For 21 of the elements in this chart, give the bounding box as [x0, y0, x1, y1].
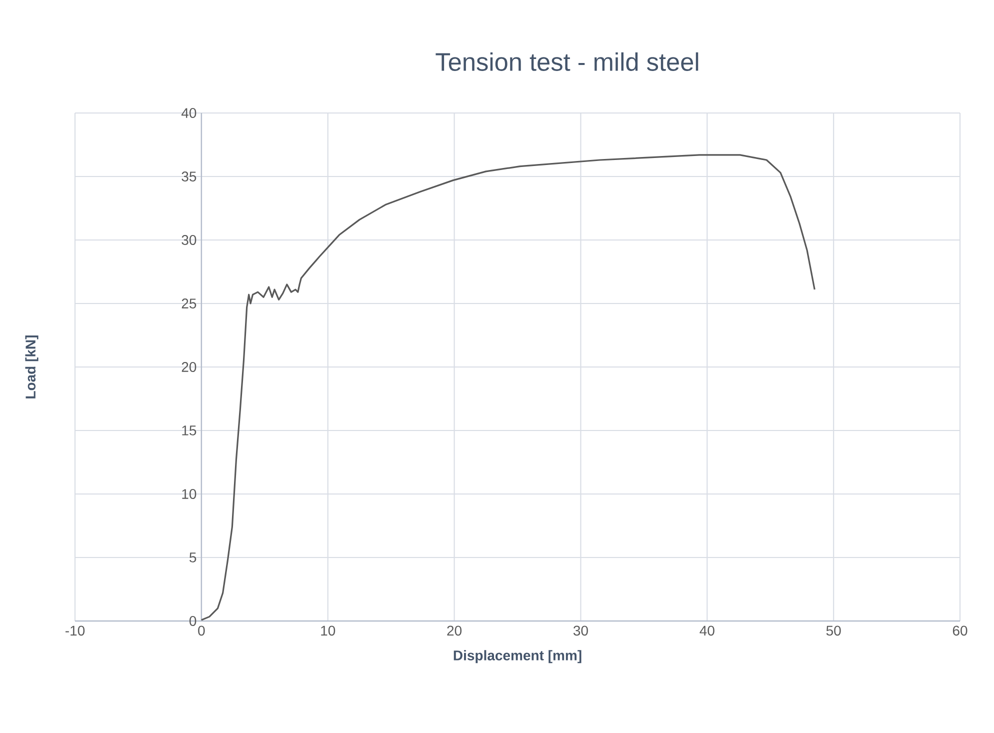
y-tick-label: 35 — [182, 172, 196, 182]
y-axis-title: Load [kN] — [25, 336, 38, 398]
x-tick-label: 20 — [447, 626, 462, 636]
y-tick-label: 5 — [190, 552, 196, 562]
x-axis-title: Displacement [mm] — [454, 650, 582, 664]
y-tick-label: 15 — [182, 426, 196, 436]
y-tick-label: 25 — [182, 298, 196, 308]
y-tick-label: 20 — [182, 362, 196, 372]
x-tick-label: -10 — [66, 626, 85, 636]
y-tick-label: 30 — [182, 235, 196, 245]
y-tick-label: 10 — [182, 489, 196, 499]
x-tick-label: 40 — [700, 626, 714, 636]
x-tick-label: 60 — [952, 626, 968, 636]
line-series — [200, 154, 816, 621]
y-tick-label: 0 — [189, 616, 196, 626]
x-tick-label: 10 — [321, 626, 336, 636]
x-tick-label: 50 — [826, 626, 841, 636]
x-tick-label: 30 — [573, 626, 588, 636]
x-tick-label: 0 — [198, 626, 205, 636]
y-tick-label: 40 — [181, 108, 196, 118]
chart-title: Tension test - mild steel — [436, 52, 698, 71]
